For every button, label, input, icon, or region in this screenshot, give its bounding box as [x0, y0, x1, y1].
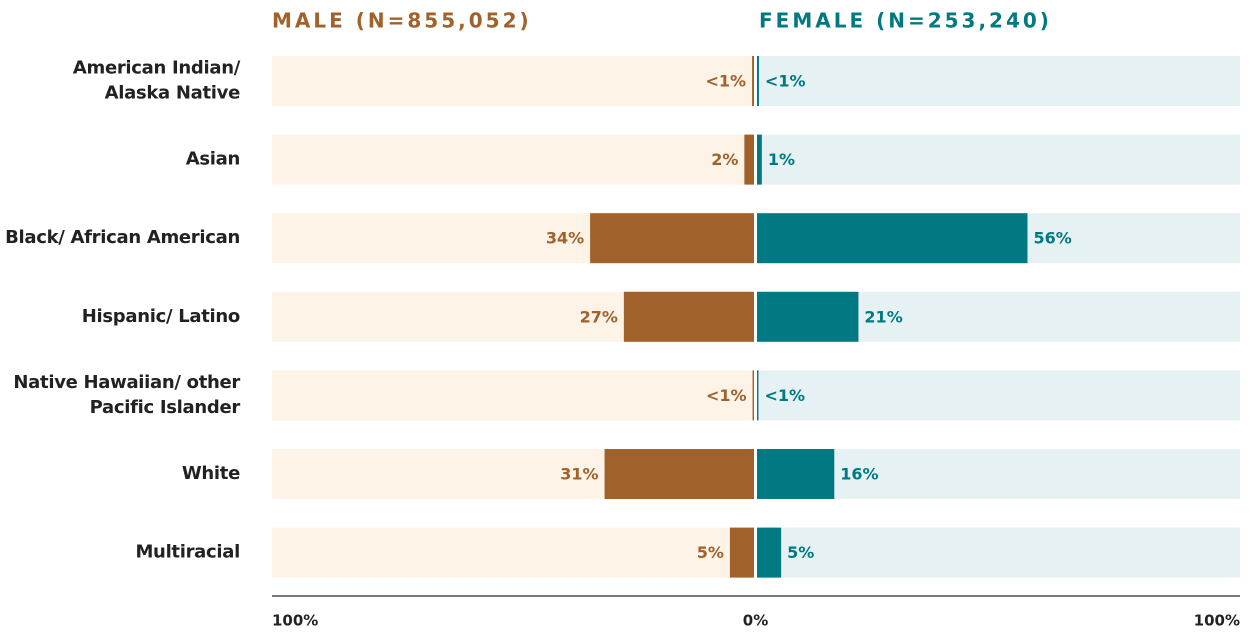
category-label: Asian: [186, 149, 240, 170]
bar-male: [752, 56, 754, 106]
value-label-male: <1%: [705, 72, 746, 91]
track-female: [757, 56, 1240, 106]
track-female: [757, 527, 1240, 578]
bar-female: [757, 134, 762, 185]
category-label: Pacific Islander: [90, 397, 241, 418]
track-male: [272, 527, 754, 578]
bar-female: [757, 291, 859, 342]
value-label-female: <1%: [764, 386, 805, 405]
x-tick-label: 0%: [743, 612, 768, 630]
value-label-female: 5%: [787, 543, 814, 562]
value-label-male: <1%: [706, 386, 747, 405]
category-label: Alaska Native: [105, 83, 240, 104]
category-label: Hispanic/ Latino: [82, 306, 240, 327]
value-label-female: 21%: [864, 307, 902, 326]
value-label-male: 5%: [697, 543, 724, 562]
value-label-female: 16%: [840, 465, 878, 484]
track-male: [272, 134, 754, 185]
value-label-male: 31%: [560, 465, 598, 484]
value-label-female: 1%: [768, 150, 795, 169]
bar-male: [729, 527, 754, 578]
bar-male: [604, 449, 754, 499]
legend-female: FEMALE (N=253,240): [759, 9, 1052, 33]
category-label: White: [182, 463, 240, 484]
value-label-male: 34%: [546, 229, 584, 248]
bar-male: [744, 134, 754, 185]
bar-female: [757, 213, 1028, 264]
value-label-female: <1%: [765, 72, 806, 91]
bar-female: [757, 370, 759, 421]
value-label-male: 2%: [711, 150, 738, 169]
value-label-female: 56%: [1033, 229, 1071, 248]
track-male: [272, 56, 754, 106]
track-male: [272, 370, 754, 421]
x-tick-label: 100%: [272, 612, 318, 630]
track-female: [757, 449, 1240, 499]
track-female: [757, 134, 1240, 185]
bar-male: [623, 291, 754, 342]
category-label: Native Hawaiian/ other: [13, 372, 240, 393]
category-label: Multiracial: [135, 542, 240, 563]
value-label-male: 27%: [580, 307, 618, 326]
track-female: [757, 370, 1240, 421]
bar-male: [752, 370, 754, 421]
category-label: Black/ African American: [5, 227, 240, 248]
bar-female: [757, 56, 759, 106]
bar-male: [590, 213, 754, 264]
bar-female: [757, 449, 835, 499]
legend-male: MALE (N=855,052): [272, 9, 532, 33]
category-label: American Indian/: [73, 58, 241, 79]
x-tick-label: 100%: [1194, 612, 1240, 630]
bar-female: [757, 527, 782, 578]
